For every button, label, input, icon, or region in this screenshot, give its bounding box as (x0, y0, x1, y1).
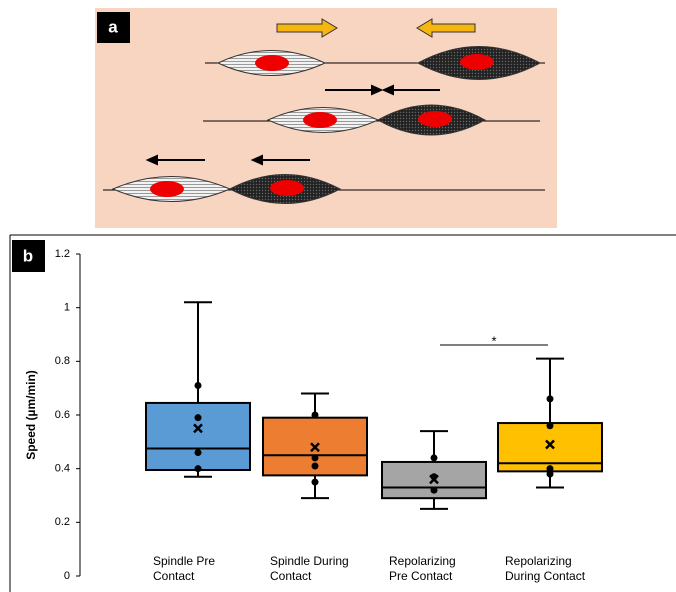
y-tick-label: 1 (64, 302, 70, 314)
x-tick-label: Repolarizing (505, 554, 572, 568)
panel-b: b Speed (µm/min) 0 0.2 0.4 0.6 0.8 1 1.2 Spindl… (10, 235, 676, 592)
y-tick-label: 1.2 (55, 248, 70, 260)
y-tick-label: 0 (64, 570, 70, 582)
data-point (547, 471, 554, 478)
x-tick-label: Pre Contact (389, 569, 453, 583)
data-point (195, 465, 202, 472)
figure: a b Sp (0, 0, 676, 592)
data-point (312, 462, 319, 469)
y-tick-label: 0.6 (55, 409, 70, 421)
data-point (195, 449, 202, 456)
data-point (431, 454, 438, 461)
data-point (312, 479, 319, 486)
x-tick-label: During Contact (505, 569, 586, 583)
y-tick-label: 0.4 (55, 463, 70, 475)
y-axis-title: Speed (µm/min) (24, 370, 38, 460)
box (146, 403, 250, 470)
data-point (547, 395, 554, 402)
panel-label: a (108, 17, 118, 36)
data-point (431, 487, 438, 494)
data-point (547, 422, 554, 429)
y-tick-label: 0.2 (55, 516, 70, 528)
significance-label: * (491, 333, 496, 348)
x-tick-label: Contact (270, 569, 312, 583)
x-tick-label: Repolarizing (389, 554, 456, 568)
x-tick-label: Spindle During (270, 554, 349, 568)
data-point (195, 414, 202, 421)
panel-a: a (95, 8, 557, 228)
x-tick-label: Contact (153, 569, 195, 583)
data-point (195, 382, 202, 389)
x-tick-label: Spindle Pre (153, 554, 215, 568)
data-point (312, 454, 319, 461)
data-point (312, 412, 319, 419)
y-tick-label: 0.8 (55, 355, 70, 367)
panel-label: b (23, 246, 33, 265)
